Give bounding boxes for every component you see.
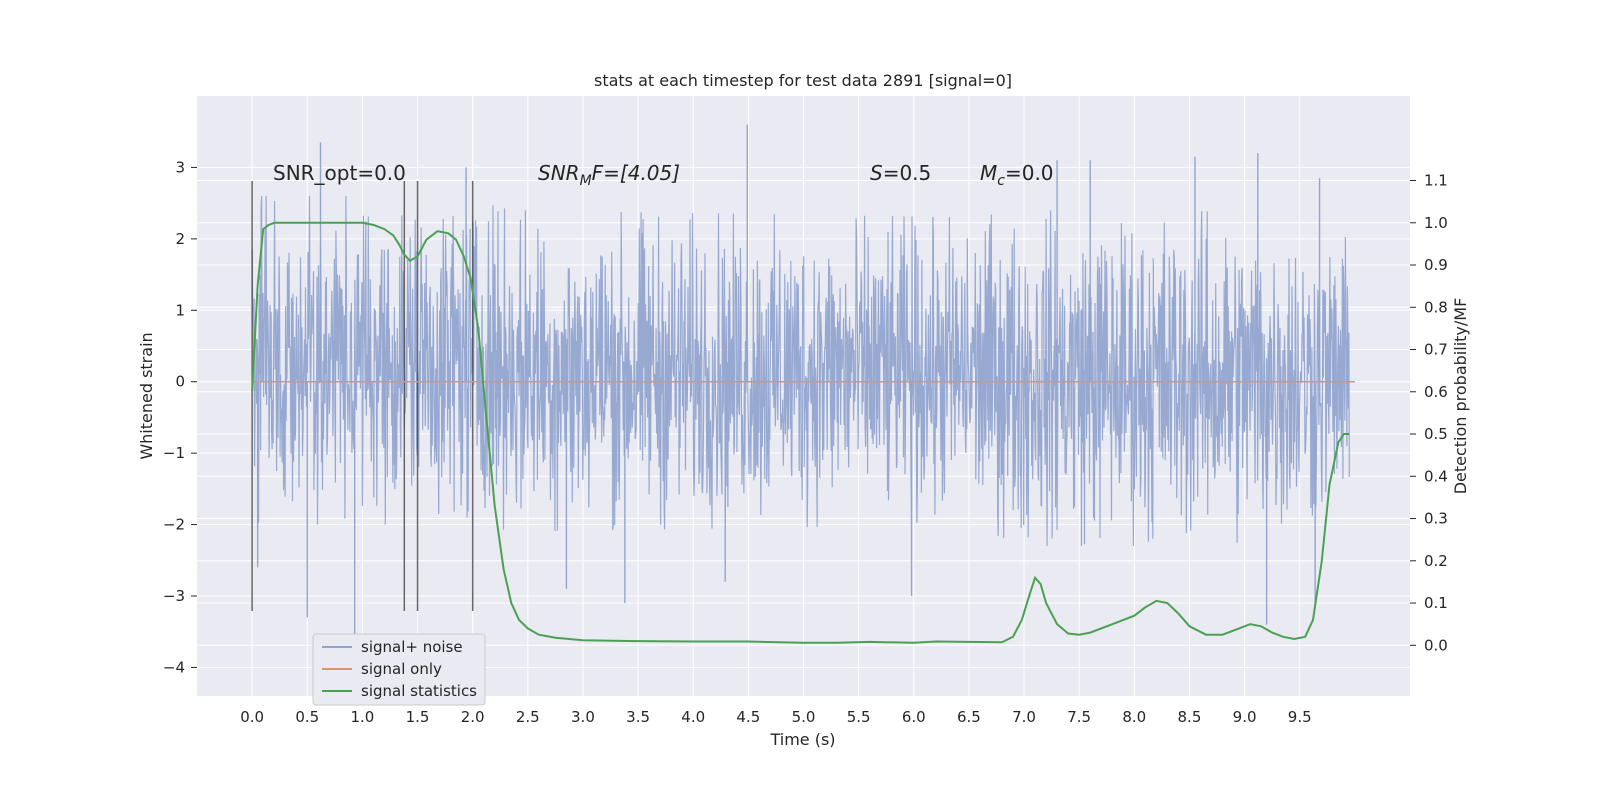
s-rest: =0.5 bbox=[883, 161, 932, 185]
chart-title: stats at each timestep for test data 289… bbox=[594, 71, 1012, 90]
noise-trace bbox=[251, 195, 1350, 547]
annotation-snr-mf: SNRMF=[4.05] bbox=[538, 161, 680, 189]
y-tick-label: −4 bbox=[163, 658, 185, 676]
vertical-markers bbox=[251, 181, 474, 611]
y-axis-ticks: 3 2 1 0 −1 −2 −3 −4 bbox=[163, 158, 197, 676]
mc-base: M bbox=[980, 161, 997, 185]
x-tick-label: 4.5 bbox=[736, 708, 760, 726]
legend-label-stats: signal statistics bbox=[361, 682, 477, 700]
x-tick-label: 5.0 bbox=[792, 708, 816, 726]
y2-tick-label: 0.1 bbox=[1424, 594, 1448, 612]
y2-tick-label: 0.7 bbox=[1424, 341, 1448, 359]
x-tick-label: 6.0 bbox=[902, 708, 926, 726]
y2-tick-label: 0.8 bbox=[1424, 298, 1448, 316]
y2-tick-label: 0.0 bbox=[1424, 636, 1448, 654]
x-tick-label: 2.0 bbox=[461, 708, 485, 726]
y2-tick-label: 0.9 bbox=[1424, 256, 1448, 274]
y2-tick-label: 0.6 bbox=[1424, 383, 1448, 401]
y-tick-label: 3 bbox=[175, 158, 185, 176]
y2-tick-label: 1.1 bbox=[1424, 172, 1448, 190]
legend: signal+ noise signal only signal statist… bbox=[312, 633, 486, 706]
y2-tick-label: 0.5 bbox=[1424, 425, 1448, 443]
y-axis-label: Whitened strain bbox=[137, 332, 156, 459]
x-tick-label: 1.5 bbox=[406, 708, 430, 726]
x-tick-label: 7.5 bbox=[1067, 708, 1091, 726]
y-tick-label: 0 bbox=[175, 373, 185, 391]
y2-tick-label: 0.3 bbox=[1424, 510, 1448, 528]
x-tick-label: 0.0 bbox=[240, 708, 264, 726]
snr-mf-sub: M bbox=[580, 173, 592, 189]
snr-mf-rest: F=[4.05] bbox=[592, 161, 680, 185]
legend-label-noise: signal+ noise bbox=[361, 638, 463, 656]
mc-rest: =0.0 bbox=[1005, 161, 1054, 185]
x-tick-label: 2.5 bbox=[516, 708, 540, 726]
x-tick-label: 3.0 bbox=[571, 708, 595, 726]
x-tick-label: 9.5 bbox=[1288, 708, 1312, 726]
x-axis-ticks: 0.0 0.5 1.0 1.5 2.0 2.5 3.0 3.5 4.0 4.5 5.0 5.5 6.0 6… bbox=[240, 708, 1311, 726]
annotation-snr-opt: SNR_opt=0.0 bbox=[273, 161, 406, 185]
signal-statistics-series bbox=[251, 221, 1350, 644]
legend-label-signal: signal only bbox=[361, 660, 442, 678]
x-tick-label: 3.5 bbox=[626, 708, 650, 726]
x-tick-label: 7.0 bbox=[1012, 708, 1036, 726]
legend-box bbox=[312, 633, 486, 706]
y2-axis-label: Detection probability/MF bbox=[1451, 298, 1470, 495]
y-tick-label: −2 bbox=[163, 516, 185, 534]
x-tick-label: 5.5 bbox=[847, 708, 871, 726]
y2-tick-label: 0.2 bbox=[1424, 552, 1448, 570]
x-tick-label: 8.5 bbox=[1178, 708, 1202, 726]
x-tick-label: 4.0 bbox=[681, 708, 705, 726]
y2-tick-label: 0.4 bbox=[1424, 467, 1448, 485]
x-tick-label: 1.0 bbox=[350, 708, 374, 726]
x-tick-label: 0.5 bbox=[295, 708, 319, 726]
x-tick-label: 8.0 bbox=[1122, 708, 1146, 726]
y-tick-label: −1 bbox=[163, 444, 185, 462]
y-tick-label: 1 bbox=[175, 301, 185, 319]
mc-sub: c bbox=[997, 173, 1005, 189]
snr-mf-base: SNR bbox=[538, 161, 580, 185]
annotation-mc: Mc=0.0 bbox=[980, 161, 1054, 189]
signal-statistics-line bbox=[251, 221, 1350, 644]
x-tick-label: 9.0 bbox=[1233, 708, 1257, 726]
annotation-s: S=0.5 bbox=[870, 161, 931, 185]
x-axis-label: Time (s) bbox=[769, 730, 835, 749]
x-tick-label: 6.5 bbox=[957, 708, 981, 726]
s-italic: S bbox=[870, 161, 883, 185]
y2-axis-ticks: 0.0 0.1 0.2 0.3 0.4 0.5 0.6 0.7 0.8 0.9 1.0 1.1 bbox=[1410, 172, 1448, 654]
y-tick-label: −3 bbox=[163, 587, 185, 605]
y2-tick-label: 1.0 bbox=[1424, 214, 1448, 232]
signal-noise-series bbox=[251, 124, 1350, 639]
y-tick-label: 2 bbox=[175, 230, 185, 248]
